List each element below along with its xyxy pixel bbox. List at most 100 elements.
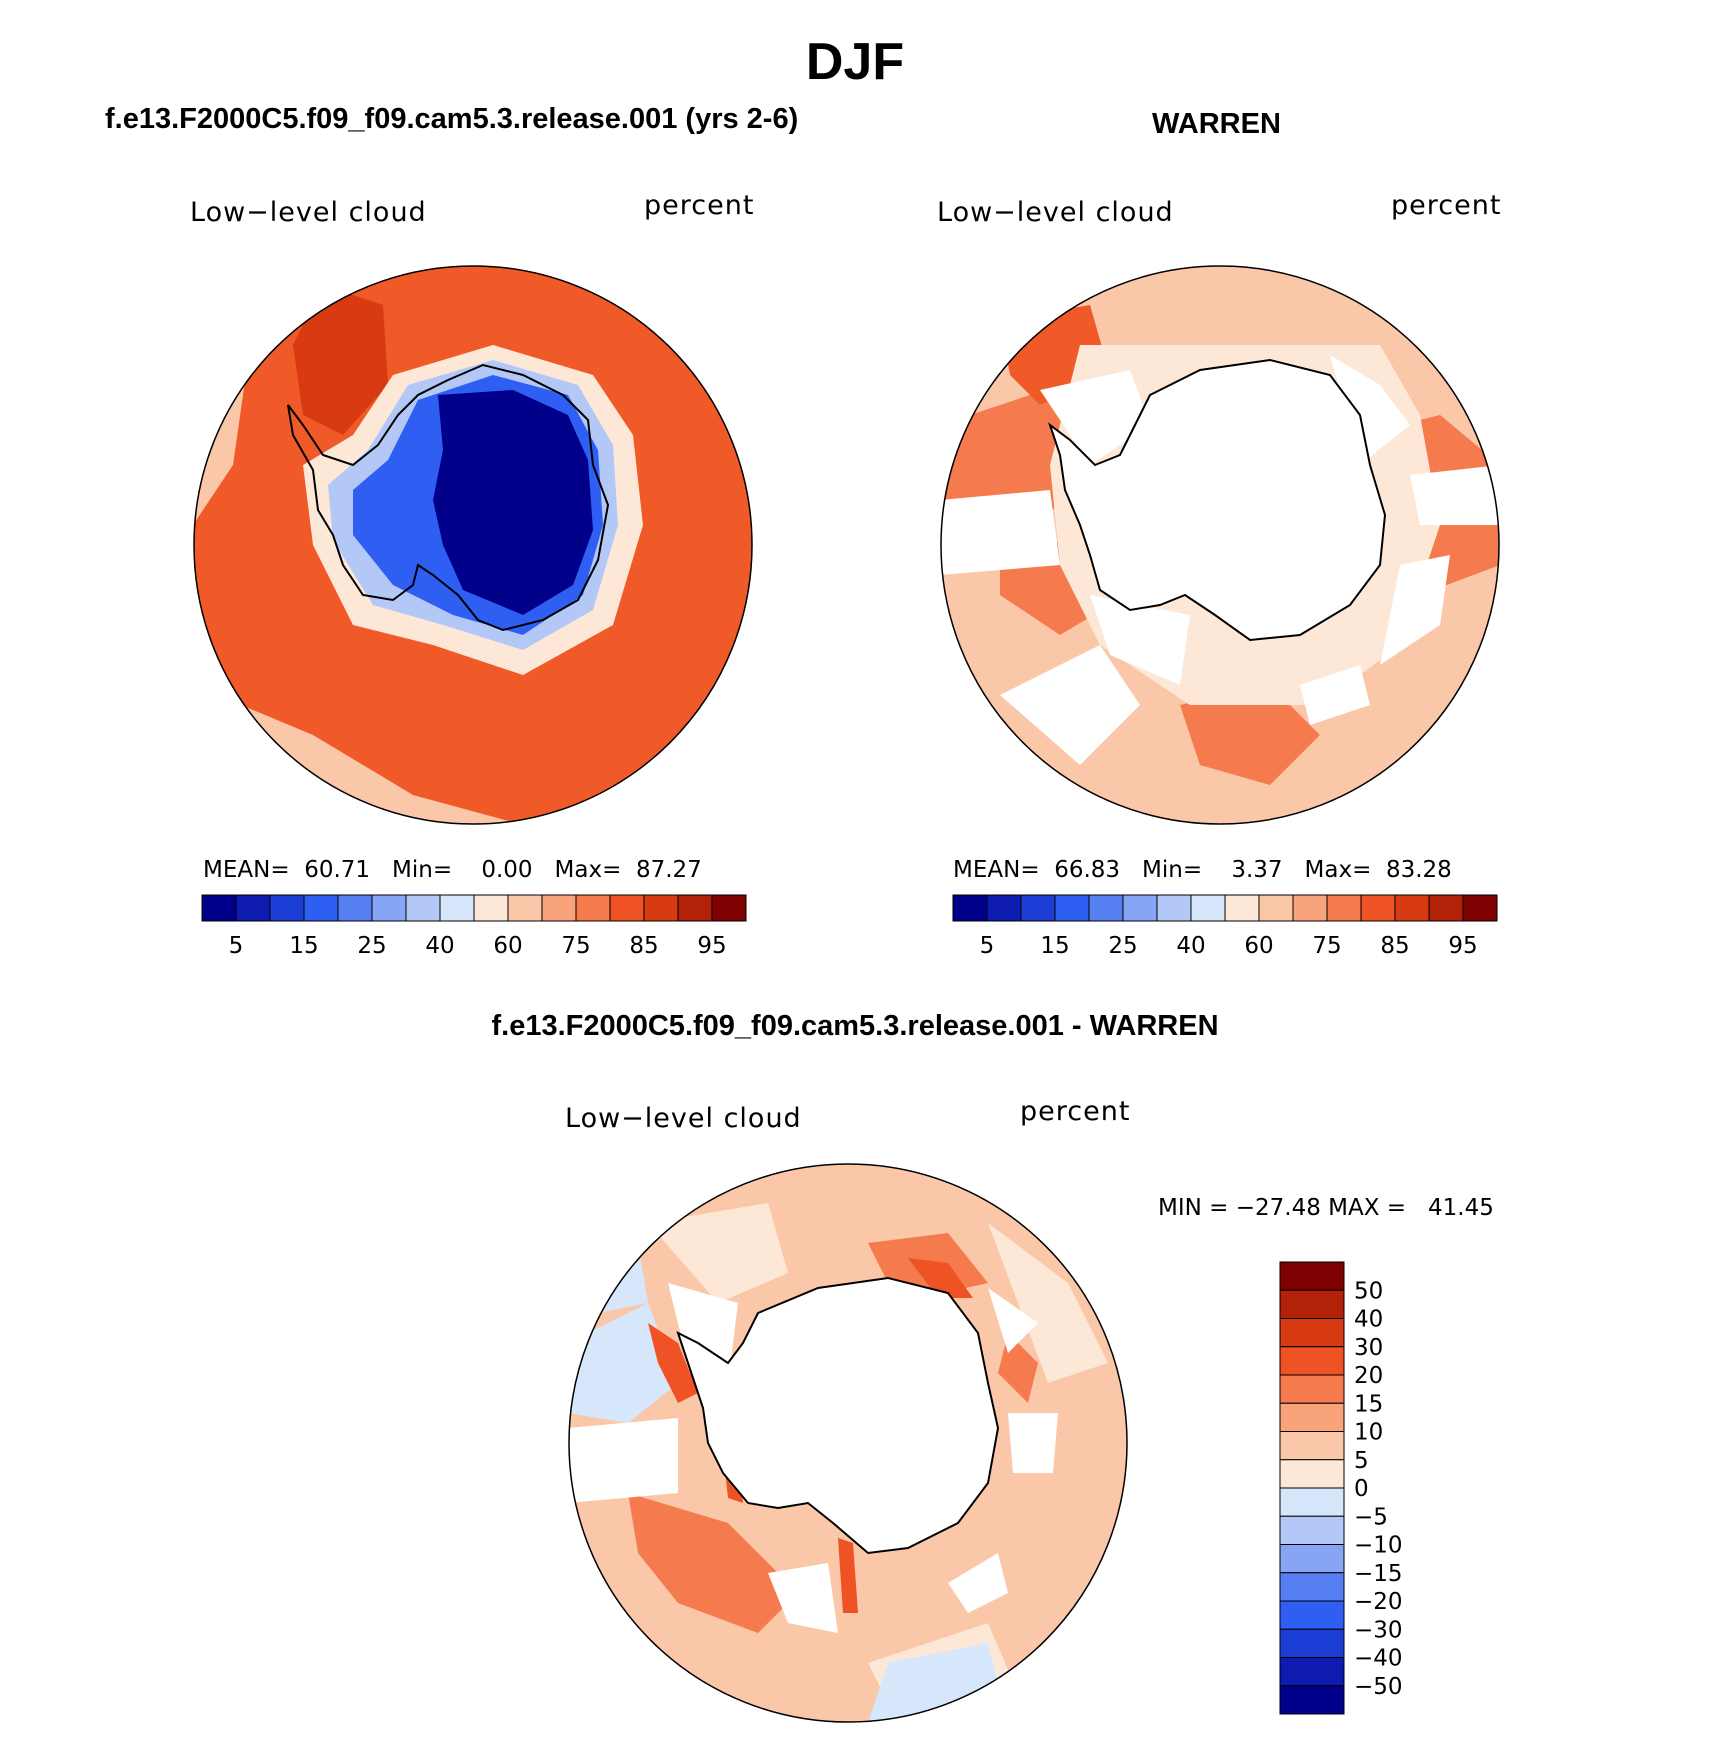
colorbar-swatch (1088, 894, 1124, 922)
colorbar-swatch (269, 894, 305, 922)
colorbar-swatch (952, 894, 988, 922)
map-boundary (568, 1163, 1128, 1723)
colorbar-tick-label: 75 (1312, 933, 1341, 959)
colorbar-swatch (405, 894, 441, 922)
colorbar-swatch (507, 894, 543, 922)
colorbar-tick-label: 10 (1354, 1420, 1383, 1446)
colorbar-swatch (643, 894, 679, 922)
min-label: Min= (1142, 857, 1203, 883)
colorbar-swatch (1258, 894, 1294, 922)
panel-model-stats: MEAN= 60.71 Min= 0.00 Max= 87.27 (203, 857, 702, 883)
colorbar-tick-label: −20 (1354, 1589, 1403, 1615)
colorbar-swatch (541, 894, 577, 922)
colorbar-swatch (439, 894, 475, 922)
panel-obs-variable: Low−level cloud (937, 197, 1174, 228)
colorbar-tick-label: 30 (1354, 1335, 1383, 1361)
missing-data-region (569, 1283, 1058, 1633)
map-obs (940, 265, 1500, 825)
colorbar-tick-label: 5 (229, 933, 244, 959)
colorbar-tick-label: 95 (697, 933, 726, 959)
colorbar-swatch (1360, 894, 1396, 922)
colorbar-obs: 5 15 25 40 60 75 85 95 (952, 894, 1498, 959)
colorbar-swatch (1279, 1657, 1345, 1687)
colorbar-tick-label: 75 (561, 933, 590, 959)
colorbar-tick-label: 40 (425, 933, 454, 959)
colorbar-swatch (1279, 1289, 1345, 1319)
colorbar-swatch (575, 894, 611, 922)
colorbar-swatch (1292, 894, 1328, 922)
map-boundary (940, 265, 1500, 825)
ocean-high-region (293, 285, 388, 435)
colorbar-tick-label: −30 (1354, 1617, 1403, 1643)
colorbar-tick-label: −15 (1354, 1561, 1403, 1587)
panel-obs-stats: MEAN= 66.83 Min= 3.37 Max= 83.28 (953, 857, 1452, 883)
min-label: Min= (392, 857, 453, 883)
max-value: 87.27 (635, 857, 702, 883)
colorbar-swatch (1462, 894, 1498, 922)
panel-model-variable: Low−level cloud (190, 197, 427, 228)
colorbar-tick-label: 5 (980, 933, 995, 959)
colorbar-swatch (609, 894, 645, 922)
min-value: 3.37 (1231, 857, 1283, 883)
map-model (193, 265, 753, 825)
colorbar-swatch (1279, 1459, 1345, 1489)
colorbar-swatch (337, 894, 373, 922)
colorbar-swatch (371, 894, 407, 922)
panel-model-title: f.e13.F2000C5.f09_f09.cam5.3.release.001… (105, 103, 799, 135)
colorbar-swatch (1279, 1685, 1345, 1715)
colorbar-swatch (1279, 1487, 1345, 1517)
colorbar-swatch (473, 894, 509, 922)
difference-title: f.e13.F2000C5.f09_f09.cam5.3.release.001… (491, 1010, 1219, 1042)
panel-obs-title: WARREN (1152, 108, 1281, 140)
colorbar-swatch (1279, 1544, 1345, 1574)
mean-value: 60.71 (304, 857, 371, 883)
colorbar-tick-label: 20 (1354, 1363, 1383, 1389)
colorbar-swatch (235, 894, 271, 922)
colorbar-swatch (1279, 1318, 1345, 1348)
mean-label: MEAN= (953, 857, 1040, 883)
colorbar-tick-label: 40 (1176, 933, 1205, 959)
colorbar-tick-label: 0 (1354, 1476, 1369, 1502)
colorbar-tick-label: −5 (1354, 1504, 1388, 1530)
colorbar-swatch (1054, 894, 1090, 922)
colorbar-swatch (986, 894, 1022, 922)
colorbar-swatch (1156, 894, 1192, 922)
colorbar-tick-label: 40 (1354, 1307, 1383, 1333)
colorbar-tick-label: 15 (1354, 1391, 1383, 1417)
colorbar-tick-label: 60 (1244, 933, 1273, 959)
mean-value: 66.83 (1054, 857, 1121, 883)
colorbar-swatch (1020, 894, 1056, 922)
colorbar-tick-label: 15 (1040, 933, 1069, 959)
colorbar-tick-label: 60 (493, 933, 522, 959)
antarctica-coastline (676, 1276, 1000, 1555)
colorbar-swatch (1279, 1346, 1345, 1376)
colorbar-swatch (1279, 1515, 1345, 1545)
colorbar-swatch (201, 894, 237, 922)
colorbar-swatch (1394, 894, 1430, 922)
colorbar-swatch (1279, 1600, 1345, 1630)
colorbar-tick-label: 50 (1354, 1278, 1383, 1304)
colorbar-swatch (1279, 1402, 1345, 1432)
colorbar-swatch (1279, 1261, 1345, 1291)
map-difference (568, 1163, 1128, 1723)
panel-diff-variable: Low−level cloud (565, 1103, 802, 1134)
colorbar-swatch (1279, 1374, 1345, 1404)
antarctica-coastline (1048, 358, 1387, 642)
colorbar-swatch (1279, 1572, 1345, 1602)
colorbar-tick-label: −40 (1354, 1646, 1403, 1672)
colorbar-swatch (1190, 894, 1226, 922)
max-label: Max= (554, 857, 622, 883)
colorbar-model: 5 15 25 40 60 75 85 95 (201, 894, 747, 959)
colorbar-swatch (1326, 894, 1362, 922)
panel-model-units: percent (644, 190, 755, 221)
colorbar-tick-label: −10 (1354, 1533, 1403, 1559)
mean-label: MEAN= (203, 857, 290, 883)
antarctic-ice-dark (433, 390, 593, 615)
colorbar-swatch (303, 894, 339, 922)
panel-diff-units: percent (1020, 1096, 1131, 1127)
panel-obs-units: percent (1391, 190, 1502, 221)
antarctica-nodata (1050, 360, 1385, 640)
colorbar-tick-label: 95 (1448, 933, 1477, 959)
colorbar-tick-label: 5 (1354, 1448, 1369, 1474)
